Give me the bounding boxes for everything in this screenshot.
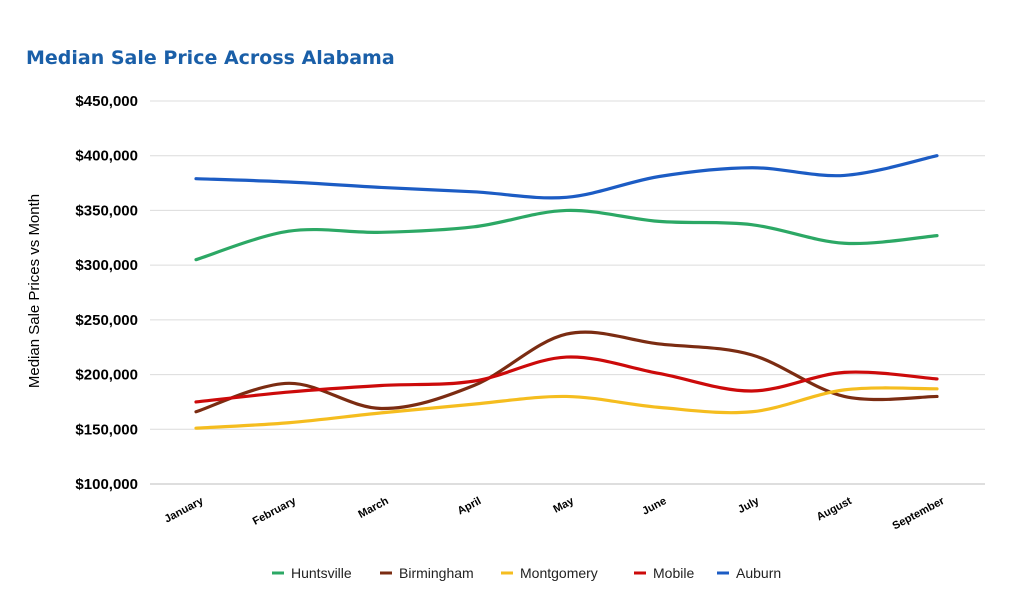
y-tick-label: $100,000 xyxy=(75,476,138,493)
x-tick-label: May xyxy=(551,495,576,516)
legend-item-auburn[interactable]: Auburn xyxy=(717,565,781,581)
x-tick-label: July xyxy=(736,495,762,516)
legend-item-montgomery[interactable]: Montgomery xyxy=(501,565,598,581)
y-axis-label: Median Sale Prices vs Month xyxy=(26,194,43,388)
y-tick-label: $200,000 xyxy=(75,367,138,384)
legend-label: Auburn xyxy=(736,565,781,581)
series-line-mobile xyxy=(194,355,939,404)
series-line-birmingham xyxy=(194,330,939,414)
y-tick-label: $450,000 xyxy=(75,93,138,110)
x-tick-label: March xyxy=(356,495,390,521)
x-tick-label: August xyxy=(815,495,854,524)
x-tick-label: September xyxy=(891,495,947,533)
x-tick-label: June xyxy=(640,495,668,518)
y-tick-label: $150,000 xyxy=(75,421,138,438)
legend-label: Montgomery xyxy=(520,565,598,581)
y-tick-label: $250,000 xyxy=(75,312,138,329)
legend-label: Birmingham xyxy=(399,565,474,581)
legend-item-huntsville[interactable]: Huntsville xyxy=(272,565,352,581)
x-tick-label: February xyxy=(251,495,299,528)
legend-label: Mobile xyxy=(653,565,694,581)
x-tick-label: January xyxy=(163,495,207,526)
legend-item-mobile[interactable]: Mobile xyxy=(634,565,694,581)
chart-title: Median Sale Price Across Alabama xyxy=(26,47,395,69)
series-line-huntsville xyxy=(194,208,939,262)
y-tick-label: $400,000 xyxy=(75,148,138,165)
y-tick-label: $350,000 xyxy=(75,202,138,219)
legend-item-birmingham[interactable]: Birmingham xyxy=(380,565,474,581)
series-line-auburn xyxy=(194,154,939,200)
series-line-montgomery xyxy=(194,386,939,430)
y-tick-label: $300,000 xyxy=(75,257,138,274)
x-tick-label: April xyxy=(456,495,484,517)
legend-label: Huntsville xyxy=(291,565,352,581)
